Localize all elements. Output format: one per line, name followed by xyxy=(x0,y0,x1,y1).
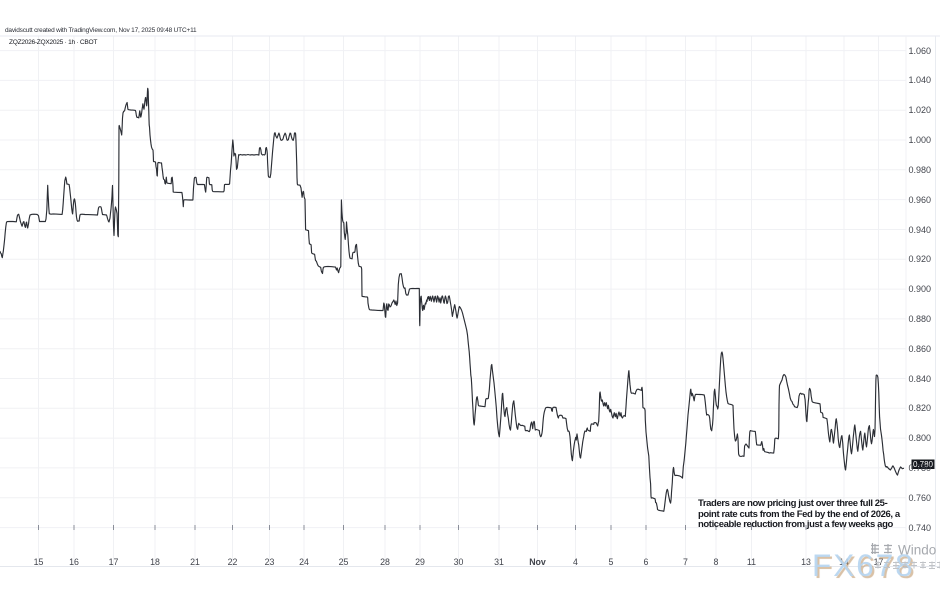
svg-text:Windo: Windo xyxy=(898,543,936,558)
svg-text:0.780: 0.780 xyxy=(913,460,934,469)
